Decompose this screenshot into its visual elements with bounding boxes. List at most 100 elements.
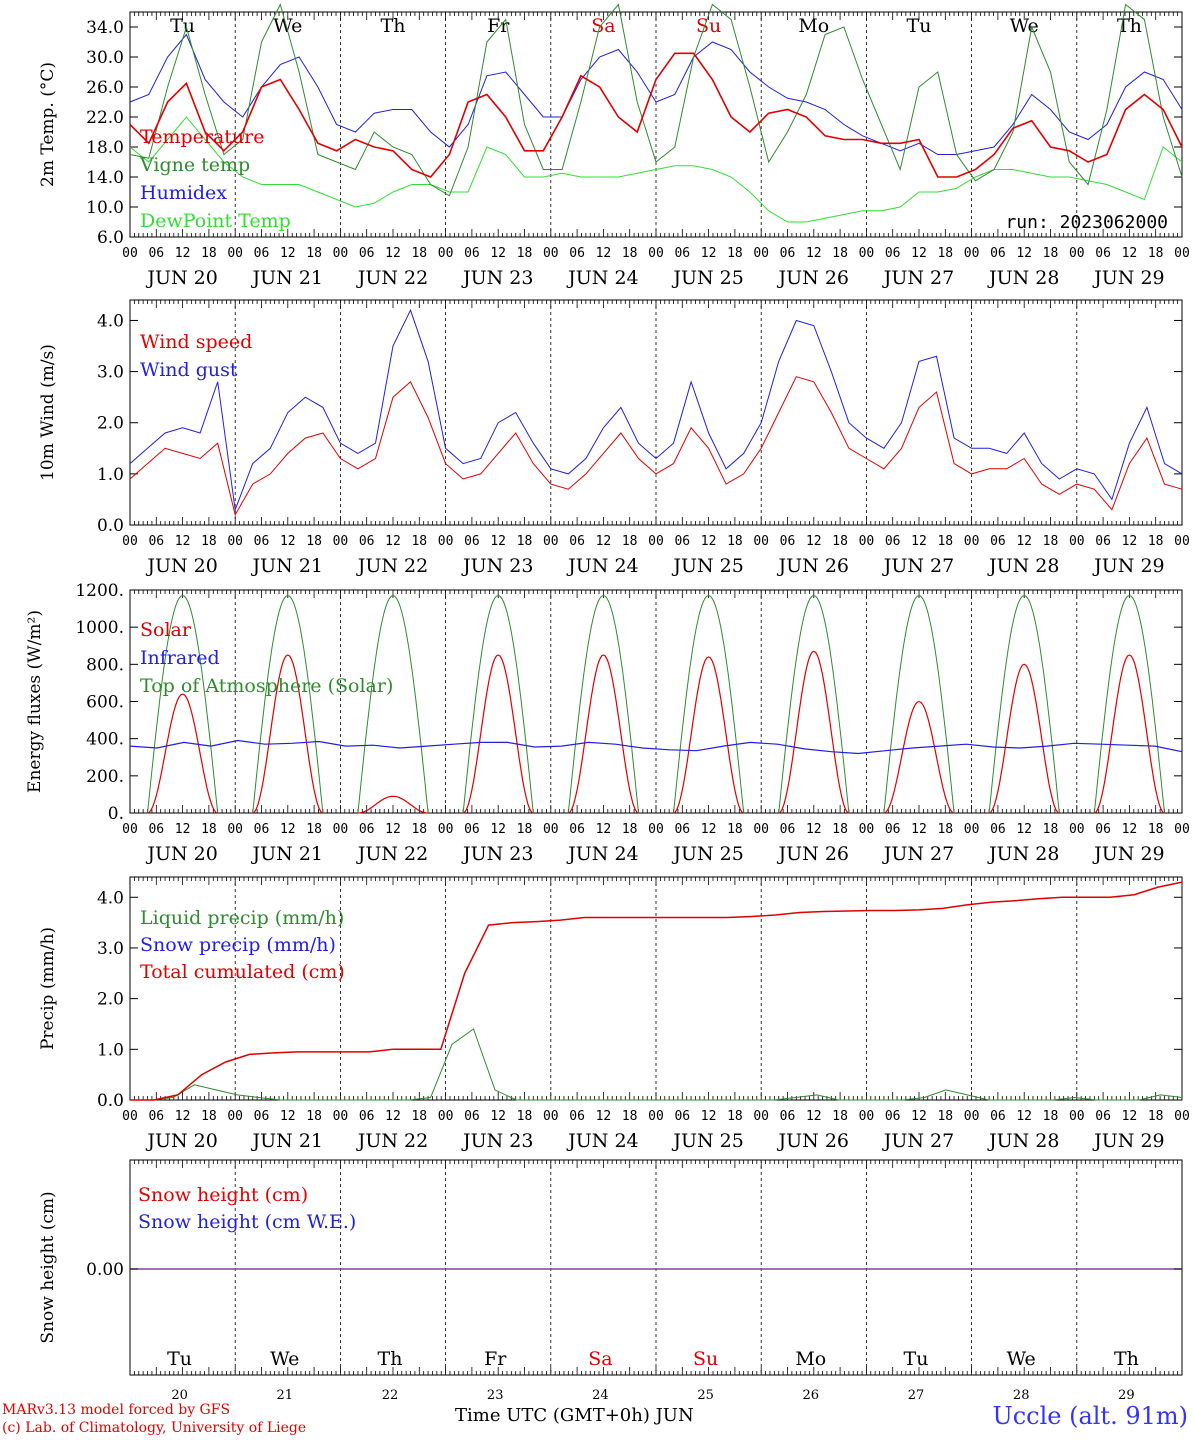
day-number-label: 29: [1118, 1388, 1135, 1400]
hour-tick-label: 00: [122, 534, 138, 549]
hour-tick-label: 00: [438, 534, 454, 549]
series-line-wind-speed: [129, 376, 1183, 517]
weekday-label: Su: [693, 1348, 718, 1370]
hour-tick-label: 12: [701, 1109, 717, 1124]
day-label: JUN 20: [145, 1130, 217, 1152]
hour-tick-label: 18: [937, 534, 953, 549]
toa-solar-curve: [673, 595, 745, 814]
solar-curve: [357, 795, 429, 814]
hour-tick-label: 06: [359, 534, 375, 549]
hour-tick-label: 06: [780, 534, 796, 549]
hour-tick-label: 06: [674, 246, 690, 261]
hour-tick-label: 06: [990, 534, 1006, 549]
day-label: JUN 27: [882, 843, 954, 865]
toa-solar-curve: [357, 595, 429, 814]
hour-tick-label: 12: [1122, 246, 1138, 261]
hour-tick-label: 06: [990, 822, 1006, 837]
legend-entry: Snow precip (mm/h): [140, 934, 336, 956]
toa-solar-curve: [883, 595, 955, 814]
hour-tick-label: 12: [596, 822, 612, 837]
hour-tick-label: 00: [648, 246, 664, 261]
hour-tick-label: 18: [306, 822, 322, 837]
y-tick-label: 3.0: [97, 939, 124, 959]
weekday-label: Mo: [798, 15, 829, 37]
weekday-label: Th: [381, 15, 406, 37]
hour-tick-label: 12: [490, 822, 506, 837]
run-label: run: 2023062000: [1005, 212, 1168, 233]
hour-tick-label: 12: [280, 246, 296, 261]
day-label: JUN 20: [145, 843, 217, 865]
hour-tick-label: 06: [569, 246, 585, 261]
day-number-label: 20: [171, 1388, 188, 1400]
y-tick-label: 3.0: [97, 363, 124, 383]
y-tick-label: 2.0: [97, 414, 124, 434]
hour-tick-label: 18: [727, 246, 743, 261]
hour-tick-label: 00: [227, 246, 243, 261]
series-line-total-cumulated: [130, 881, 1183, 1101]
toa-solar-curve: [567, 595, 639, 814]
hour-tick-label: 06: [780, 1109, 796, 1124]
series-line-humidex: [129, 33, 1183, 155]
panel-frame: [129, 589, 1183, 814]
day-label: JUN 24: [566, 1130, 638, 1152]
hour-tick-label: 00: [122, 822, 138, 837]
series-line-infrared: [129, 739, 1183, 755]
day-label: JUN 29: [1092, 267, 1164, 289]
toa-solar-curve: [147, 595, 219, 814]
hour-tick-label: 00: [333, 246, 349, 261]
hour-tick-label: 18: [937, 1109, 953, 1124]
y-axis-label: Precip (mm/h): [38, 927, 58, 1050]
y-tick-label: 30.0: [86, 48, 124, 68]
hour-tick-label: 18: [411, 246, 427, 261]
series-line-wind-gust: [129, 308, 1183, 510]
hour-tick-label: 06: [1095, 534, 1111, 549]
hour-tick-label: 18: [411, 1109, 427, 1124]
hour-tick-label: 06: [885, 1109, 901, 1124]
day-label: JUN 26: [777, 843, 849, 865]
weekday-label: Fr: [484, 1348, 507, 1370]
day-label: JUN 24: [566, 555, 638, 577]
y-tick-label: 10.0: [86, 198, 124, 218]
hour-tick-label: 18: [937, 822, 953, 837]
y-tick-label: 2.0: [97, 990, 124, 1010]
hour-tick-label: 00: [859, 822, 875, 837]
hour-tick-label: 06: [1095, 246, 1111, 261]
hour-tick-label: 12: [280, 822, 296, 837]
day-label: JUN 21: [251, 555, 323, 577]
hour-tick-label: 18: [622, 246, 638, 261]
hour-tick-label: 18: [832, 822, 848, 837]
hour-tick-label: 12: [490, 246, 506, 261]
x-axis-title: Time UTC (GMT+0h) JUN: [455, 1405, 694, 1426]
hour-tick-label: 18: [727, 534, 743, 549]
hour-tick-label: 18: [411, 822, 427, 837]
y-tick-label: 4.0: [97, 888, 124, 908]
hour-tick-label: 06: [674, 822, 690, 837]
day-label: JUN 21: [251, 843, 323, 865]
hour-tick-label: 00: [753, 822, 769, 837]
hour-tick-label: 00: [964, 534, 980, 549]
y-tick-label: 1.0: [97, 465, 124, 485]
hour-tick-label: 06: [254, 246, 270, 261]
day-label: JUN 21: [251, 1130, 323, 1152]
hour-tick-label: 06: [359, 822, 375, 837]
hour-tick-label: 00: [122, 1109, 138, 1124]
day-label: JUN 22: [356, 1130, 428, 1152]
hour-tick-label: 00: [333, 822, 349, 837]
weekday-label: Th: [1114, 1348, 1139, 1370]
hour-tick-label: 00: [859, 534, 875, 549]
day-label: JUN 23: [461, 843, 533, 865]
hour-tick-label: 18: [832, 1109, 848, 1124]
hour-tick-label: 12: [175, 534, 191, 549]
y-tick-label: 18.0: [86, 138, 124, 158]
credit-line-2: (c) Lab. of Climatology, University of L…: [2, 1420, 307, 1436]
hour-tick-label: 06: [464, 246, 480, 261]
solar-curve: [568, 654, 639, 814]
hour-tick-label: 06: [148, 246, 164, 261]
hour-tick-label: 12: [385, 1109, 401, 1124]
day-label: JUN 29: [1092, 555, 1164, 577]
day-label: JUN 27: [882, 267, 954, 289]
hour-tick-label: 06: [464, 534, 480, 549]
day-label: JUN 28: [987, 843, 1059, 865]
day-label: JUN 24: [566, 843, 638, 865]
y-tick-label: 6.0: [97, 228, 124, 248]
